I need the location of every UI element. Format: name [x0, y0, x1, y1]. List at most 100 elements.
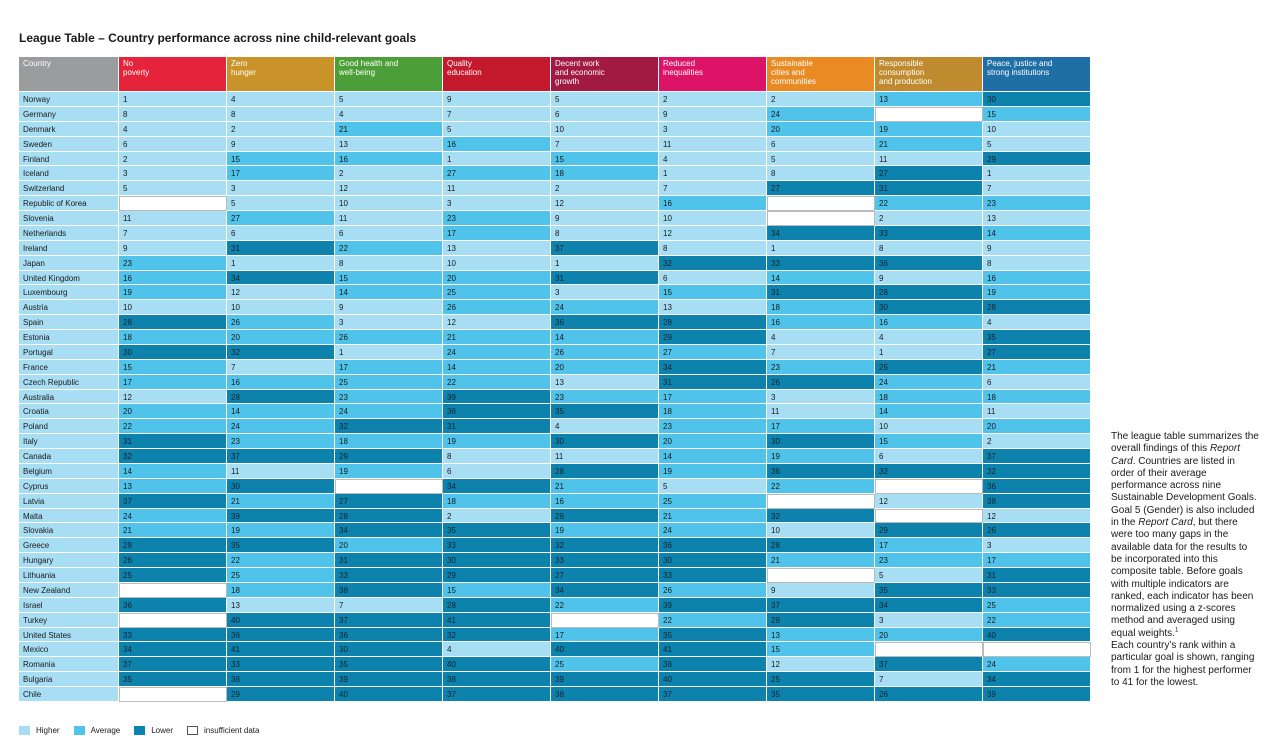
rank-cell: 13	[227, 597, 335, 613]
rank-cell: 16	[983, 270, 1091, 286]
rank-cell: 23	[551, 389, 659, 405]
rank-cell: 24	[119, 508, 227, 524]
rank-cell: 11	[335, 211, 443, 226]
rank-cell: 6	[983, 374, 1091, 390]
rank-cell: 26	[875, 687, 983, 702]
rank-cell: 39	[443, 389, 551, 405]
rank-cell: 39	[335, 672, 443, 687]
rank-cell: 5	[335, 92, 443, 107]
rank-cell: 8	[119, 106, 227, 122]
rank-cell: 20	[767, 121, 875, 137]
legend-swatch	[187, 726, 199, 735]
rank-cell: 9	[659, 106, 767, 122]
rank-cell: 20	[551, 359, 659, 375]
rank-cell: 21	[551, 478, 659, 494]
rank-cell: 23	[659, 419, 767, 435]
rank-cell: 15	[443, 582, 551, 598]
rank-cell: 12	[335, 181, 443, 197]
rank-cell	[551, 612, 659, 628]
rank-cell: 29	[443, 568, 551, 583]
rank-cell: 15	[119, 359, 227, 375]
rank-cell: 27	[659, 344, 767, 360]
rank-cell: 26	[983, 523, 1091, 539]
rank-cell	[983, 642, 1091, 658]
rank-cell	[767, 196, 875, 211]
legend-item: Higher	[19, 726, 60, 735]
rank-cell: 3	[659, 121, 767, 137]
rank-cell: 28	[551, 463, 659, 479]
rank-cell: 18	[335, 434, 443, 449]
rank-cell: 12	[551, 196, 659, 211]
rank-cell: 2	[335, 166, 443, 182]
rank-cell: 4	[119, 121, 227, 137]
rank-cell: 26	[119, 553, 227, 568]
rank-cell: 3	[551, 285, 659, 301]
rank-cell: 32	[659, 255, 767, 271]
rank-cell: 21	[443, 330, 551, 345]
country-cell: Estonia	[19, 330, 119, 345]
country-cell: Luxembourg	[19, 285, 119, 301]
rank-cell: 5	[983, 136, 1091, 152]
country-cell: Switzerland	[19, 181, 119, 197]
rank-cell: 14	[767, 270, 875, 286]
rank-cell	[767, 493, 875, 509]
legend-label: Average	[90, 726, 121, 735]
rank-cell: 18	[227, 582, 335, 598]
rank-cell: 22	[335, 240, 443, 256]
rank-cell: 24	[227, 419, 335, 435]
column-header: Decent work and economic growth	[551, 57, 659, 92]
rank-cell: 4	[443, 642, 551, 658]
rank-cell: 5	[119, 181, 227, 197]
rank-cell: 12	[875, 493, 983, 509]
rank-cell: 39	[551, 672, 659, 687]
rank-cell: 17	[551, 627, 659, 643]
rank-cell: 40	[335, 687, 443, 702]
rank-cell: 14	[443, 359, 551, 375]
legend-item: Lower	[134, 726, 173, 735]
rank-cell: 6	[119, 136, 227, 152]
rank-cell	[767, 568, 875, 583]
rank-cell: 25	[443, 285, 551, 301]
rank-cell: 17	[983, 553, 1091, 568]
country-cell: Chile	[19, 687, 119, 702]
rank-cell: 21	[659, 508, 767, 524]
country-cell: Netherlands	[19, 225, 119, 241]
rank-cell: 24	[335, 404, 443, 420]
rank-cell: 28	[983, 300, 1091, 316]
rank-cell: 27	[551, 568, 659, 583]
rank-cell: 8	[551, 225, 659, 241]
rank-cell: 26	[551, 344, 659, 360]
rank-cell: 21	[335, 121, 443, 137]
rank-cell: 34	[659, 359, 767, 375]
rank-cell: 1	[983, 166, 1091, 182]
rank-cell: 34	[983, 672, 1091, 687]
rank-cell: 3	[335, 315, 443, 330]
rank-cell: 36	[551, 315, 659, 330]
rank-cell: 10	[443, 255, 551, 271]
rank-cell: 35	[227, 538, 335, 554]
rank-cell: 38	[983, 493, 1091, 509]
country-cell: Sweden	[19, 136, 119, 152]
rank-cell: 31	[443, 419, 551, 435]
rank-cell: 30	[659, 553, 767, 568]
rank-cell: 37	[659, 687, 767, 702]
rank-cell: 20	[335, 538, 443, 554]
rank-cell: 1	[119, 92, 227, 107]
rank-cell	[119, 196, 227, 211]
rank-cell	[119, 687, 227, 702]
rank-cell: 8	[335, 255, 443, 271]
rank-cell: 11	[875, 151, 983, 167]
rank-cell: 39	[983, 687, 1091, 702]
rank-cell: 32	[443, 627, 551, 643]
legend-label: Lower	[151, 726, 174, 735]
country-cell: Finland	[19, 151, 119, 167]
rank-cell: 17	[119, 374, 227, 390]
rank-cell: 37	[227, 449, 335, 464]
rank-cell: 9	[335, 300, 443, 316]
rank-cell: 10	[227, 300, 335, 316]
rank-cell: 13	[659, 300, 767, 316]
rank-cell: 35	[443, 523, 551, 539]
rank-cell: 8	[659, 240, 767, 256]
rank-cell: 22	[443, 374, 551, 390]
